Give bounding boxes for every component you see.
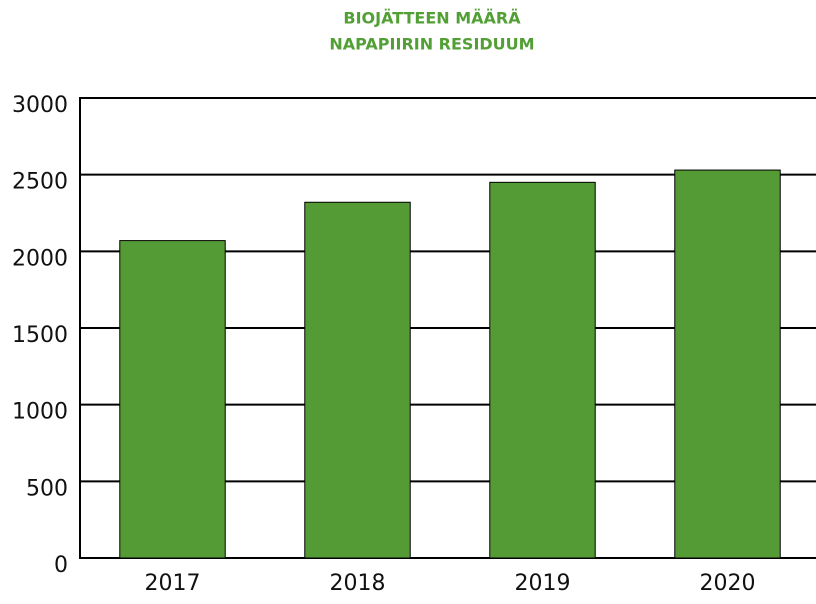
y-tick-label: 2500 [12, 170, 68, 195]
y-tick-label: 1000 [12, 400, 68, 425]
x-tick-label: 2017 [145, 571, 201, 596]
chart-title: BIOJÄTTEEN MÄÄRÄ [343, 9, 521, 28]
bar [304, 201, 411, 559]
y-tick-label: 2000 [12, 246, 68, 271]
bar [119, 240, 226, 559]
chart-subtitle: NAPAPIIRIN RESIDUUM [329, 35, 534, 54]
y-tick-label: 500 [26, 476, 68, 501]
y-tick-label: 0 [54, 553, 68, 578]
bar [674, 169, 781, 559]
x-tick-label: 2018 [330, 571, 386, 596]
x-tick-label: 2019 [515, 571, 571, 596]
y-tick-label: 3000 [12, 93, 68, 118]
y-tick-label: 1500 [12, 323, 68, 348]
bar [489, 181, 596, 559]
x-tick-label: 2020 [700, 571, 756, 596]
